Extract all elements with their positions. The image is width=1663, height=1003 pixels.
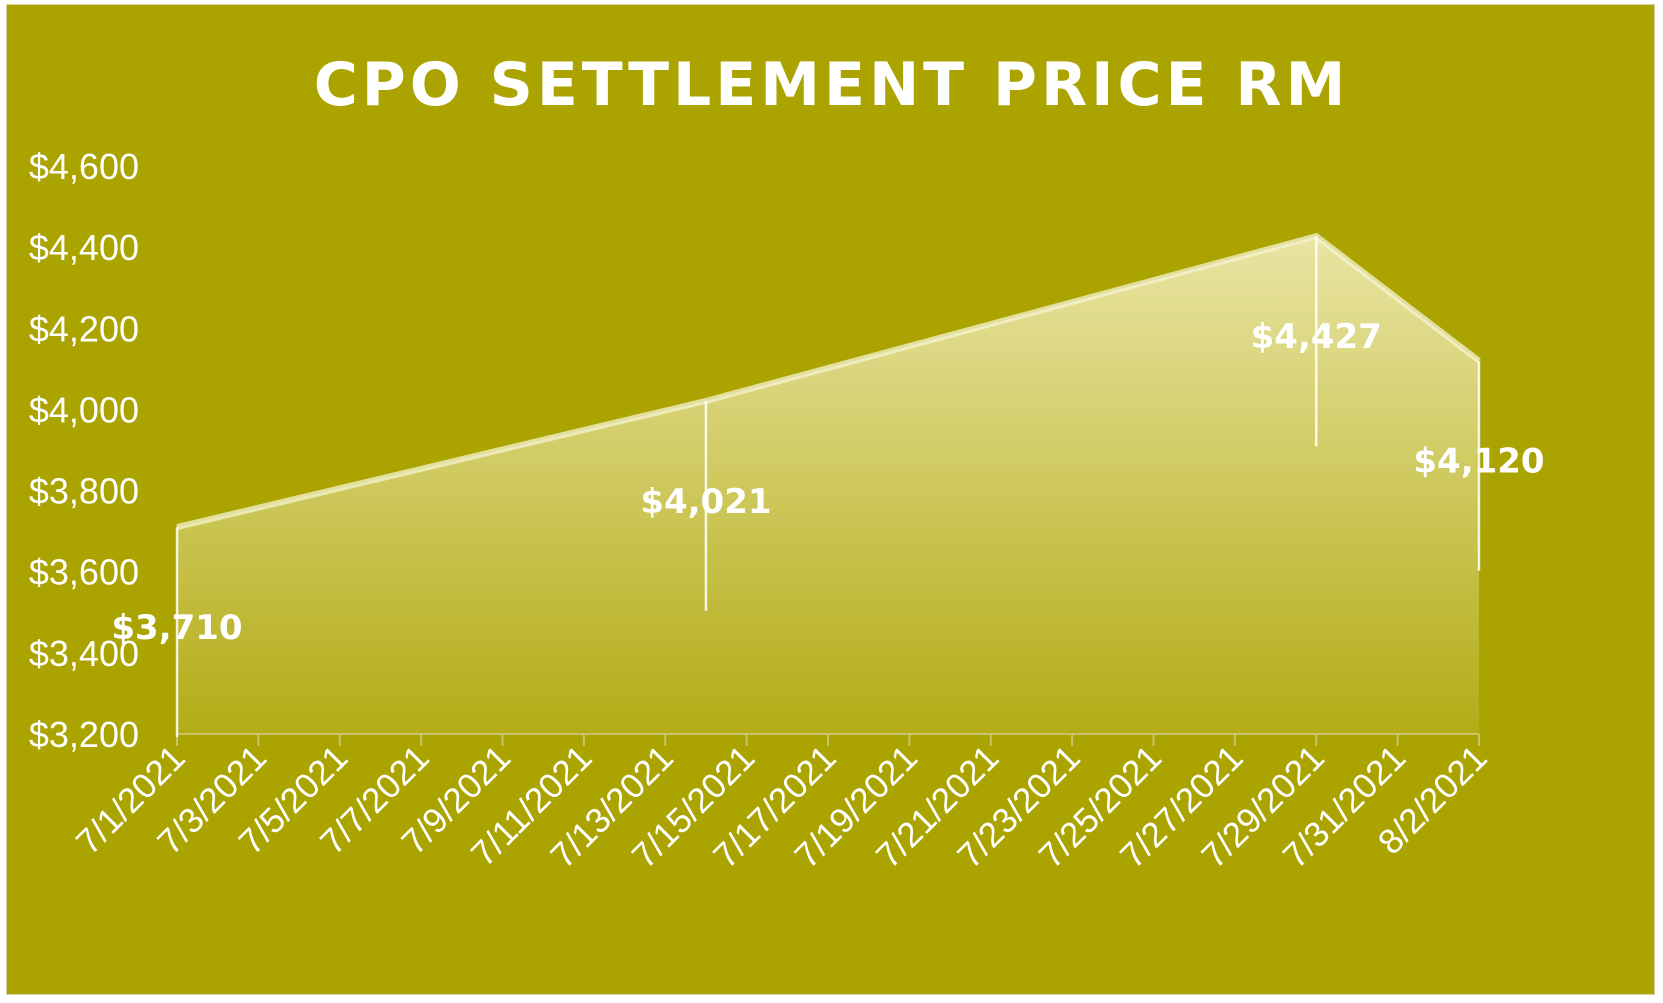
y-tick-label: $4,000 (29, 389, 139, 430)
chart-frame: CPO SETTLEMENT PRICE RM $4,600 $4,400 $4,2… (6, 4, 1655, 995)
y-tick-label: $3,400 (29, 633, 139, 674)
data-label: $3,710 (111, 608, 242, 648)
y-tick-label: $4,200 (29, 308, 139, 349)
y-tick-label: $3,600 (29, 552, 139, 593)
chart-title: CPO SETTLEMENT PRICE RM (313, 50, 1350, 120)
y-tick-label: $4,600 (29, 146, 139, 187)
y-tick-label: $3,800 (29, 471, 139, 512)
data-label: $4,427 (1251, 317, 1382, 357)
area-series-line (176, 232, 1481, 531)
data-label: $4,120 (1413, 442, 1544, 482)
data-label: $4,021 (640, 482, 771, 522)
chart-plot: $4,600 $4,400 $4,200 $4,000 $3,800 $3,600 $3,4… (29, 146, 1545, 876)
y-tick-label: $4,400 (29, 227, 139, 268)
area-series-fill (177, 236, 1479, 734)
y-tick-label: $3,200 (29, 714, 139, 755)
